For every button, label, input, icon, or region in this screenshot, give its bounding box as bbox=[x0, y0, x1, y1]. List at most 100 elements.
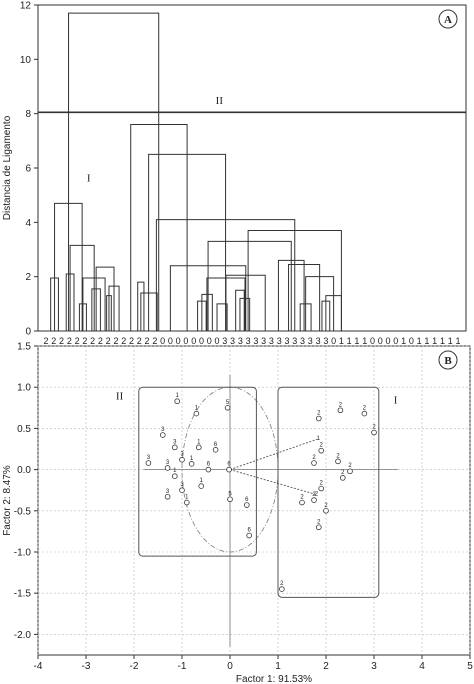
data-point bbox=[226, 466, 232, 473]
leaf-label: 1 bbox=[455, 336, 460, 346]
data-point bbox=[315, 524, 322, 531]
data-point-label: 2 bbox=[363, 406, 367, 412]
leaf-label: 1 bbox=[432, 336, 437, 346]
leaf-label: 0 bbox=[370, 336, 375, 346]
data-point bbox=[339, 475, 346, 481]
data-point bbox=[160, 432, 166, 438]
leaf-label: 0 bbox=[378, 336, 383, 346]
data-point-label: 6 bbox=[207, 462, 211, 468]
data-point-label: 3 bbox=[180, 482, 184, 488]
data-point bbox=[184, 499, 190, 506]
y-tick-label: 10 bbox=[20, 55, 32, 66]
data-point bbox=[299, 499, 305, 506]
y-axis-label: Factor 2: 8.47% bbox=[2, 465, 13, 536]
data-point bbox=[212, 447, 219, 453]
data-point bbox=[188, 461, 195, 467]
dendrogram-link bbox=[235, 289, 245, 331]
leaf-label: 3 bbox=[316, 336, 321, 346]
plot-frame bbox=[37, 4, 467, 332]
leaf-label: 3 bbox=[284, 336, 289, 346]
data-point-label: 2 bbox=[341, 470, 345, 476]
x-tick-label: -2 bbox=[130, 661, 139, 672]
leaf-label: 2 bbox=[43, 336, 48, 346]
leaf-label: 2 bbox=[82, 336, 87, 346]
leaf-label: 2 bbox=[75, 336, 80, 346]
leaf-label: 3 bbox=[292, 336, 297, 346]
data-point bbox=[318, 447, 325, 454]
panel-badge-label: B bbox=[444, 355, 452, 367]
data-point bbox=[179, 456, 185, 463]
leaf-label: 3 bbox=[269, 336, 274, 346]
leaf-label: 3 bbox=[300, 336, 305, 346]
data-point bbox=[172, 444, 178, 451]
x-tick-label: 5 bbox=[467, 661, 473, 672]
data-point-label: 2 bbox=[348, 463, 352, 469]
data-point-label: 2 bbox=[280, 581, 284, 587]
data-point-label: 5 bbox=[228, 491, 232, 497]
data-point bbox=[227, 496, 233, 503]
dendrogram-link bbox=[68, 12, 160, 331]
data-point-label: 3 bbox=[173, 439, 177, 445]
leaf-label: 0 bbox=[393, 336, 398, 346]
data-point bbox=[361, 410, 368, 417]
data-point bbox=[323, 507, 329, 514]
x-tick-label: 1 bbox=[275, 661, 281, 672]
leaf-label: 2 bbox=[67, 336, 72, 346]
pca-scatter-panel: -4 -3 -2 -1 0 1 2 3 4 5-2.0-1.5-1.0-0.50.00.51.01… bbox=[2, 342, 473, 684]
group-box bbox=[277, 386, 380, 598]
leaf-label: 3 bbox=[238, 336, 243, 346]
data-point-label: 5 bbox=[226, 400, 230, 406]
x-axis-label: Factor 1: 91.53% bbox=[236, 674, 312, 684]
data-point bbox=[145, 460, 152, 466]
dendrogram-link bbox=[207, 240, 292, 331]
leaf-label: 0 bbox=[160, 336, 165, 346]
data-point-label: 6 bbox=[214, 442, 218, 448]
x-tick-label: -4 bbox=[34, 661, 43, 672]
data-point bbox=[311, 497, 317, 503]
data-point-label: 1 bbox=[200, 478, 204, 484]
leaf-label: 3 bbox=[261, 336, 266, 346]
cluster-label: I bbox=[87, 173, 91, 185]
leaf-label: 2 bbox=[51, 336, 56, 346]
x-tick-label: -1 bbox=[178, 661, 187, 672]
leaf-label: 3 bbox=[277, 336, 282, 346]
data-point-label: 1 bbox=[197, 439, 201, 445]
data-point bbox=[193, 410, 200, 417]
dendrogram-link bbox=[216, 303, 228, 331]
leaf-label: 3 bbox=[323, 336, 328, 346]
leaf-label: 0 bbox=[191, 336, 196, 346]
y-tick-label: 6 bbox=[25, 164, 31, 175]
data-point-label: 6 bbox=[227, 462, 231, 468]
data-point bbox=[337, 407, 344, 414]
y-tick-label: 1.5 bbox=[17, 342, 31, 353]
data-point bbox=[371, 429, 377, 436]
loading-vector-label: 2 bbox=[315, 491, 319, 497]
y-tick-label: -0.5 bbox=[14, 506, 32, 517]
cluster-label: II bbox=[216, 95, 224, 107]
x-tick-label: 2 bbox=[323, 661, 329, 672]
leaf-label: 1 bbox=[424, 336, 429, 346]
y-tick-label: 4 bbox=[25, 218, 31, 229]
data-point bbox=[347, 468, 353, 475]
y-tick-label: 0.5 bbox=[17, 424, 31, 435]
data-point-label: 2 bbox=[312, 455, 316, 461]
data-point-label: 3 bbox=[166, 489, 170, 495]
leaf-label: 2 bbox=[145, 336, 150, 346]
leaf-label: 1 bbox=[401, 336, 406, 346]
leaf-label: 2 bbox=[121, 336, 126, 346]
panel-badge-circle bbox=[438, 9, 458, 29]
group-label: II bbox=[116, 391, 124, 403]
dendrogram-link bbox=[137, 281, 145, 331]
x-tick-label: 3 bbox=[371, 661, 377, 672]
x-tick-label: 4 bbox=[419, 661, 425, 672]
data-point bbox=[198, 483, 205, 489]
leaf-label: 0 bbox=[207, 336, 212, 346]
leaf-label: 1 bbox=[339, 336, 344, 346]
leaf-label: 0 bbox=[215, 336, 220, 346]
data-point-label: 3 bbox=[161, 427, 165, 433]
data-point bbox=[174, 398, 181, 405]
panel-badge-label: A bbox=[444, 14, 452, 26]
leaf-label: 0 bbox=[176, 336, 181, 346]
data-point-label: 2 bbox=[300, 495, 304, 501]
